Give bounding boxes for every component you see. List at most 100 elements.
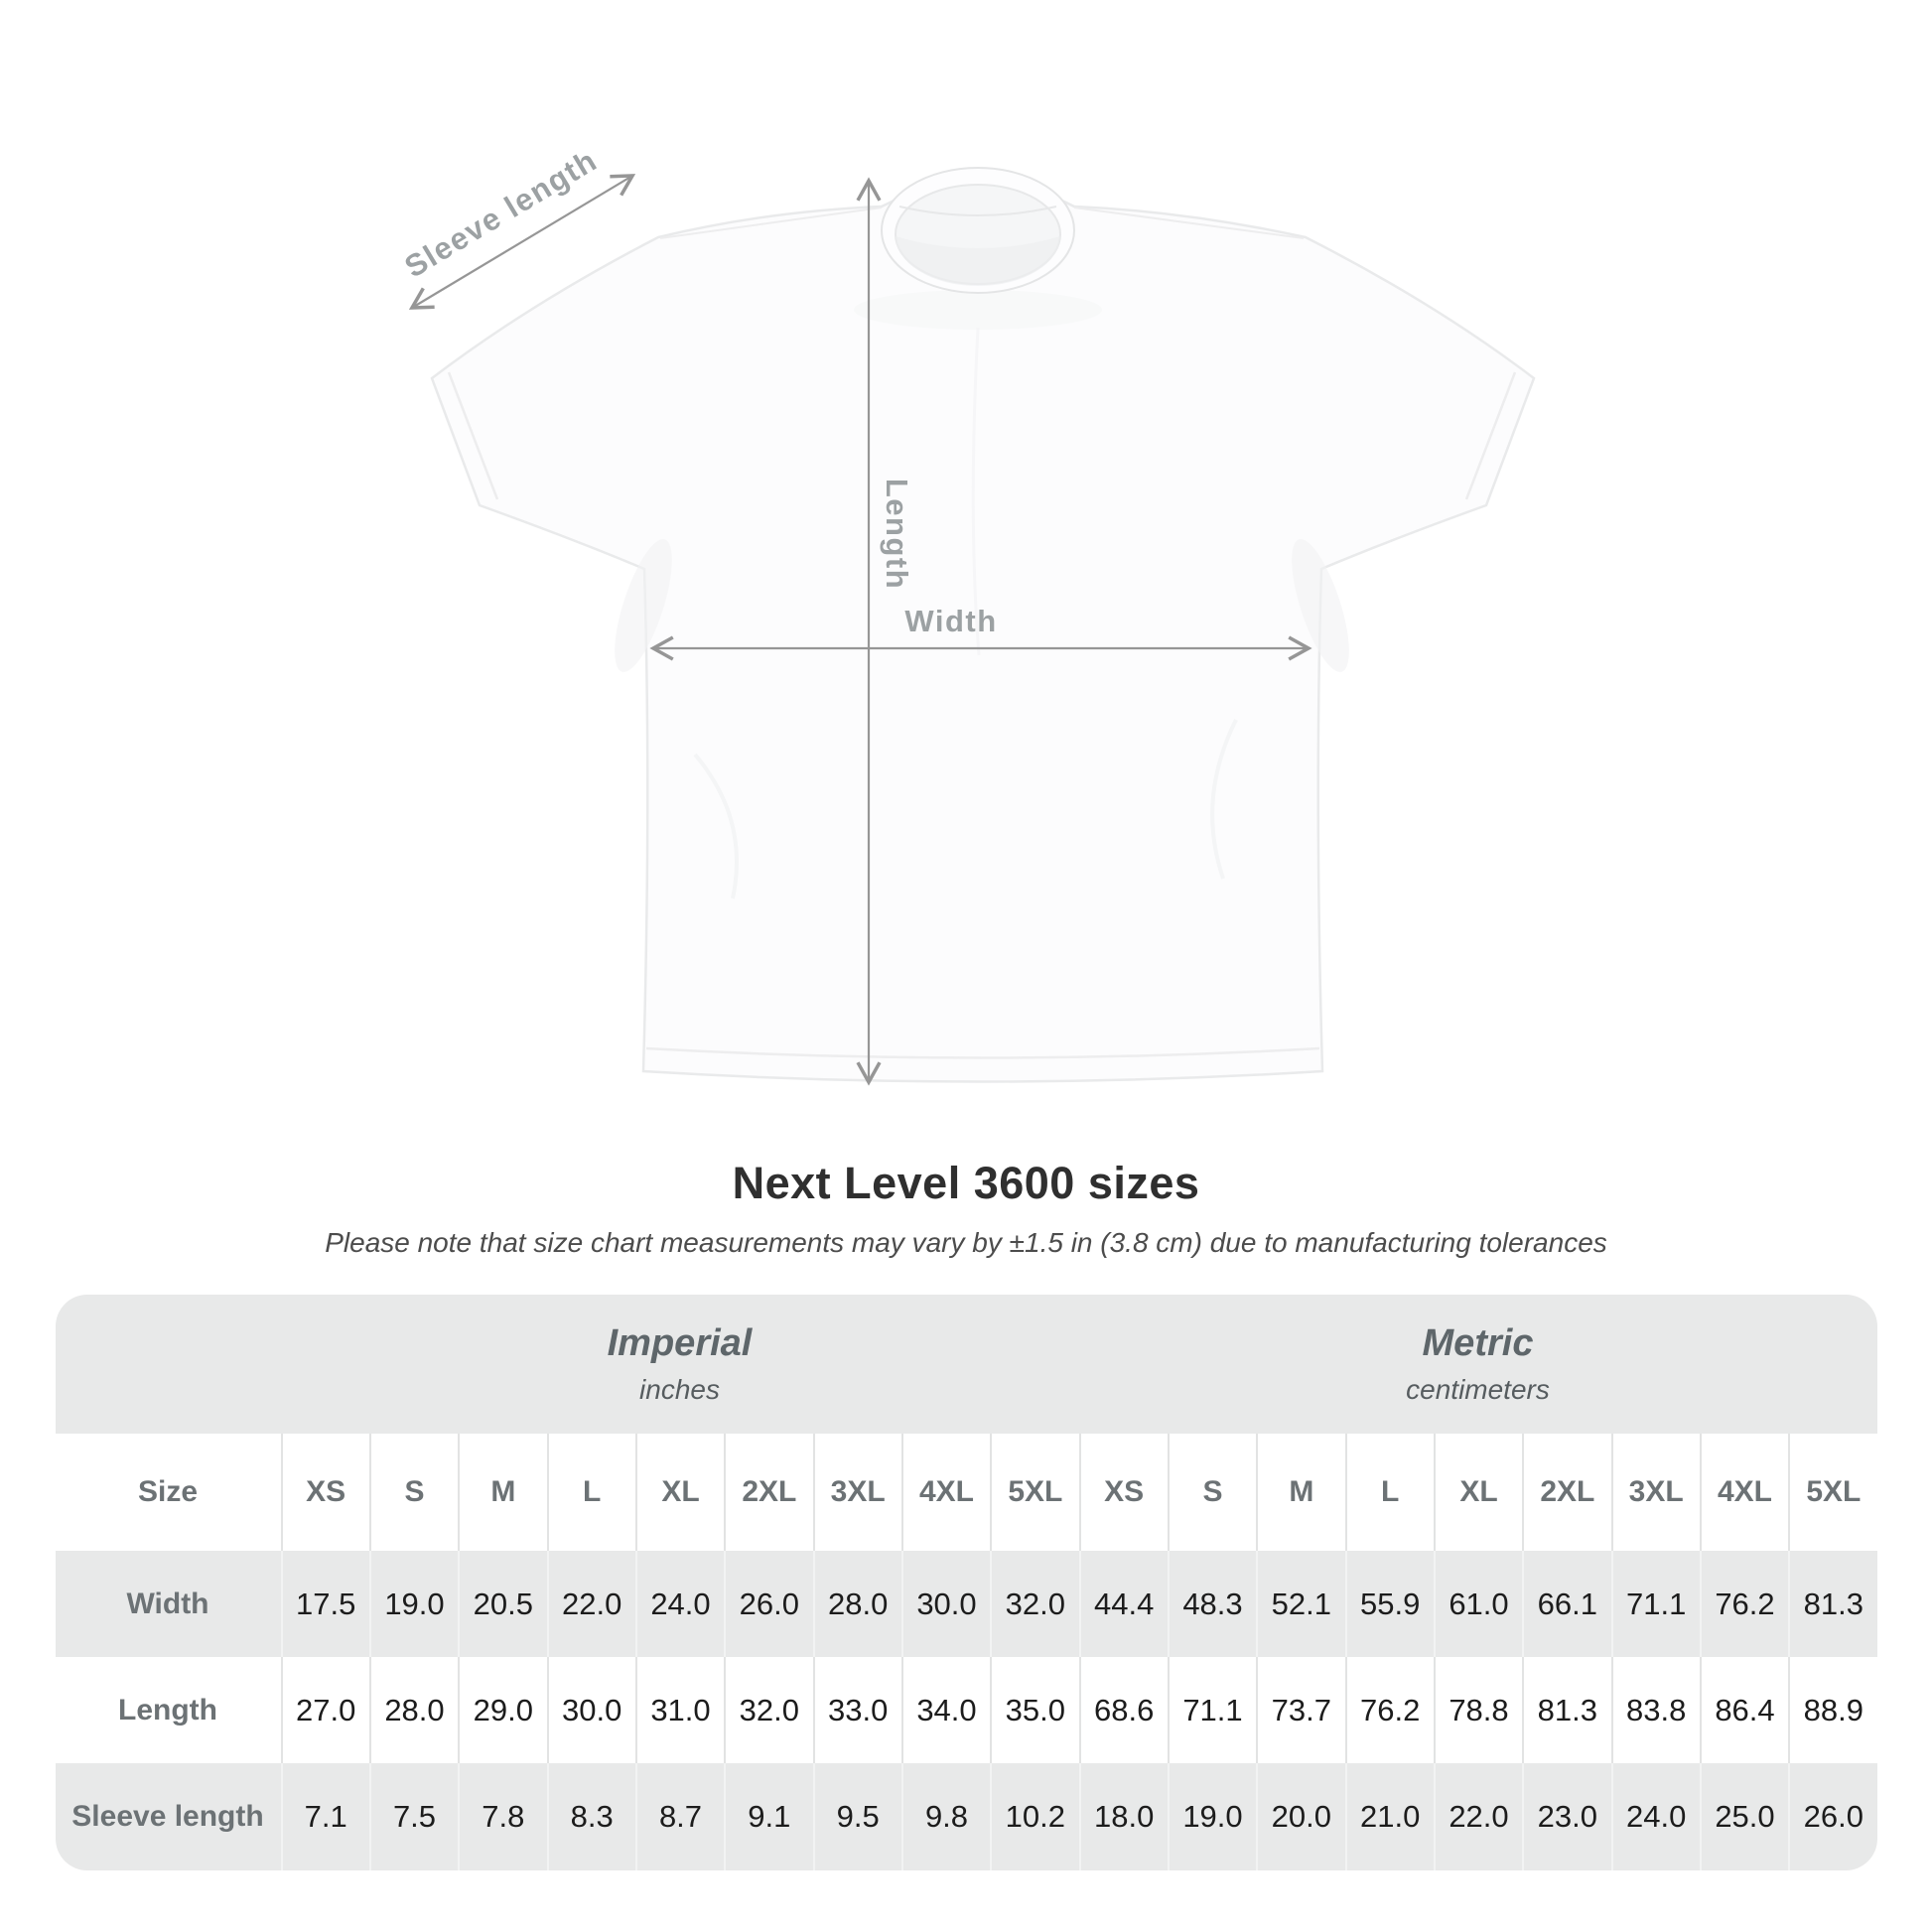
tolerance-note: Please note that size chart measurements… [325,1227,1607,1258]
collar [881,167,1075,294]
value-cell: 33.0 [812,1657,901,1763]
size-header-cell: L [546,1434,635,1551]
value-cell: 66.1 [1522,1551,1610,1657]
row-label: Sleeve length [71,1800,264,1833]
size-header-cell: M [458,1434,546,1551]
size-header-cell: 4XL [900,1434,990,1551]
value-cell: 8.7 [634,1763,724,1870]
measurement-row: Width 17.5 19.0 20.5 22.0 24.0 26.0 28.0 30.0 32.… [55,1551,1877,1657]
value-cell: 8.3 [546,1763,635,1870]
title-block: Next Level 3600 sizes Please note that s… [0,1158,1932,1259]
size-header-cell: L [1344,1434,1434,1551]
size-col-header: Size [137,1475,199,1508]
value-cell: 29.0 [458,1657,546,1763]
value-cell: 81.3 [1522,1657,1610,1763]
length-label: Length [880,479,914,590]
value-cell: 24.0 [1610,1763,1700,1870]
value-cell: 21.0 [1344,1763,1434,1870]
value-cell: 23.0 [1522,1763,1610,1870]
value-cell: 88.9 [1788,1657,1876,1763]
value-cell: 30.0 [546,1657,635,1763]
page-title: Next Level 3600 sizes [732,1158,1200,1208]
value-cell: 7.1 [280,1763,369,1870]
tee-shape [430,167,1536,1083]
shirt-measurement-diagram: Sleeve length Length Width [399,143,1536,1086]
size-table: Imperial inches Metric centimeters Size X… [55,1295,1877,1870]
size-header-cell: XL [1433,1434,1522,1551]
size-header-cell: 3XL [812,1434,901,1551]
value-cell: 20.5 [458,1551,546,1657]
value-cell: 52.1 [1256,1551,1344,1657]
sleeve-length-label: Sleeve length [399,143,604,285]
size-header-cell: S [368,1434,458,1551]
value-cell: 71.1 [1610,1551,1700,1657]
size-header-cell: 3XL [1610,1434,1700,1551]
value-cell: 19.0 [368,1551,458,1657]
value-cell: 9.8 [900,1763,990,1870]
size-table-body: Size XS S M L XL 2XL 3XL 4XL 5XL XS S M L XL 2XL 3XL 4XL 5… [55,1434,1877,1870]
value-cell: 31.0 [634,1657,724,1763]
value-cell: 32.0 [990,1551,1078,1657]
row-label: Width [126,1587,209,1620]
units-header-row: Imperial inches Metric centimeters [55,1295,1877,1434]
value-cell: 76.2 [1344,1657,1434,1763]
measurement-row: Length 27.0 28.0 29.0 30.0 31.0 32.0 33.0 34.0 35… [55,1657,1877,1763]
value-cell: 78.8 [1433,1657,1522,1763]
row-label: Length [118,1693,217,1726]
value-cell: 48.3 [1167,1551,1256,1657]
value-cell: 9.1 [724,1763,812,1870]
value-cell: 83.8 [1610,1657,1700,1763]
value-cell: 28.0 [812,1551,901,1657]
value-cell: 34.0 [900,1657,990,1763]
size-header-cell: S [1167,1434,1256,1551]
value-cell: 26.0 [724,1551,812,1657]
value-cell: 27.0 [280,1657,369,1763]
value-cell: 22.0 [1433,1763,1522,1870]
value-cell: 55.9 [1344,1551,1434,1657]
value-cell: 24.0 [634,1551,724,1657]
value-cell: 19.0 [1167,1763,1256,1870]
sleeve-length-arrow [408,174,636,310]
size-header-cell: XL [634,1434,724,1551]
sleeve-hem-right [1464,371,1517,500]
imperial-header: Imperial inches [281,1295,1079,1434]
value-cell: 7.8 [458,1763,546,1870]
collar-shadow [854,290,1102,330]
imperial-label: Imperial [607,1322,753,1364]
shoulder-seam-left [659,207,883,239]
size-header-row: Size XS S M L XL 2XL 3XL 4XL 5XL XS S M L XL 2XL 3XL 4XL 5… [55,1434,1877,1551]
shoulder-seam-right [1073,207,1305,239]
value-cell: 76.2 [1699,1551,1788,1657]
value-cell: 10.2 [990,1763,1078,1870]
value-cell: 81.3 [1788,1551,1876,1657]
value-cell: 22.0 [546,1551,635,1657]
size-header-cell: 2XL [724,1434,812,1551]
sleeve-hem-left [447,371,499,500]
size-header-cell: 5XL [1788,1434,1876,1551]
value-cell: 30.0 [900,1551,990,1657]
value-cell: 61.0 [1433,1551,1522,1657]
value-cell: 26.0 [1788,1763,1876,1870]
metric-label: Metric [1422,1322,1534,1364]
value-cell: 71.1 [1167,1657,1256,1763]
size-header-cell: XS [1078,1434,1168,1551]
metric-header: Metric centimeters [1079,1295,1877,1434]
value-cell: 25.0 [1699,1763,1788,1870]
value-cell: 32.0 [724,1657,812,1763]
value-cell: 35.0 [990,1657,1078,1763]
metric-unit: centimeters [1406,1374,1550,1405]
width-label: Width [904,604,997,638]
size-header-cell: 2XL [1522,1434,1610,1551]
size-header-cell: XS [280,1434,369,1551]
value-cell: 18.0 [1078,1763,1168,1870]
value-cell: 86.4 [1699,1657,1788,1763]
value-cell: 68.6 [1078,1657,1168,1763]
value-cell: 7.5 [368,1763,458,1870]
value-cell: 73.7 [1256,1657,1344,1763]
bottom-hem-stitch [645,1046,1320,1059]
imperial-unit: inches [639,1374,720,1405]
value-cell: 17.5 [280,1551,369,1657]
size-header-cell: 5XL [990,1434,1078,1551]
value-cell: 28.0 [368,1657,458,1763]
shirt-illustration: Sleeve length Length Width [399,143,1536,1086]
